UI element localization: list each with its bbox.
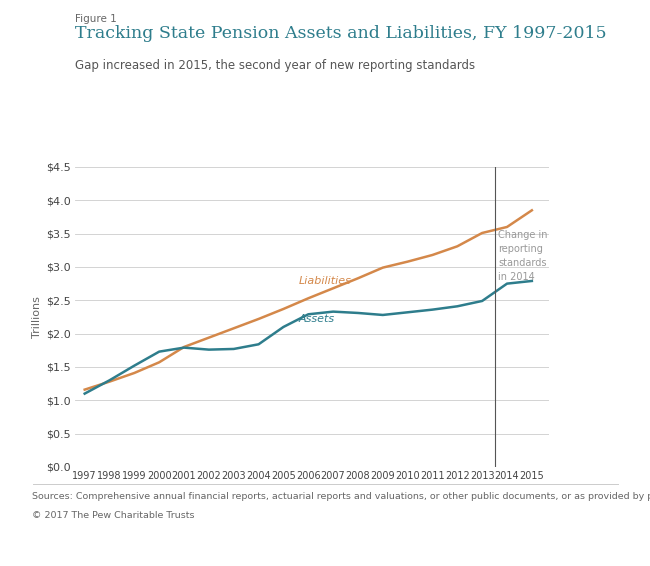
Text: Figure 1: Figure 1 [75,14,116,24]
Text: Tracking State Pension Assets and Liabilities, FY 1997-2015: Tracking State Pension Assets and Liabil… [75,25,606,42]
Text: Assets: Assets [298,314,335,324]
Text: Sources: Comprehensive annual financial reports, actuarial reports and valuation: Sources: Comprehensive annual financial … [32,492,650,501]
Text: Change in
reporting
standards
in 2014: Change in reporting standards in 2014 [499,230,548,282]
Text: Gap increased in 2015, the second year of new reporting standards: Gap increased in 2015, the second year o… [75,59,475,72]
Y-axis label: Trillions: Trillions [32,296,42,338]
Text: © 2017 The Pew Charitable Trusts: © 2017 The Pew Charitable Trusts [32,511,195,520]
Text: Liabilities: Liabilities [298,276,351,286]
